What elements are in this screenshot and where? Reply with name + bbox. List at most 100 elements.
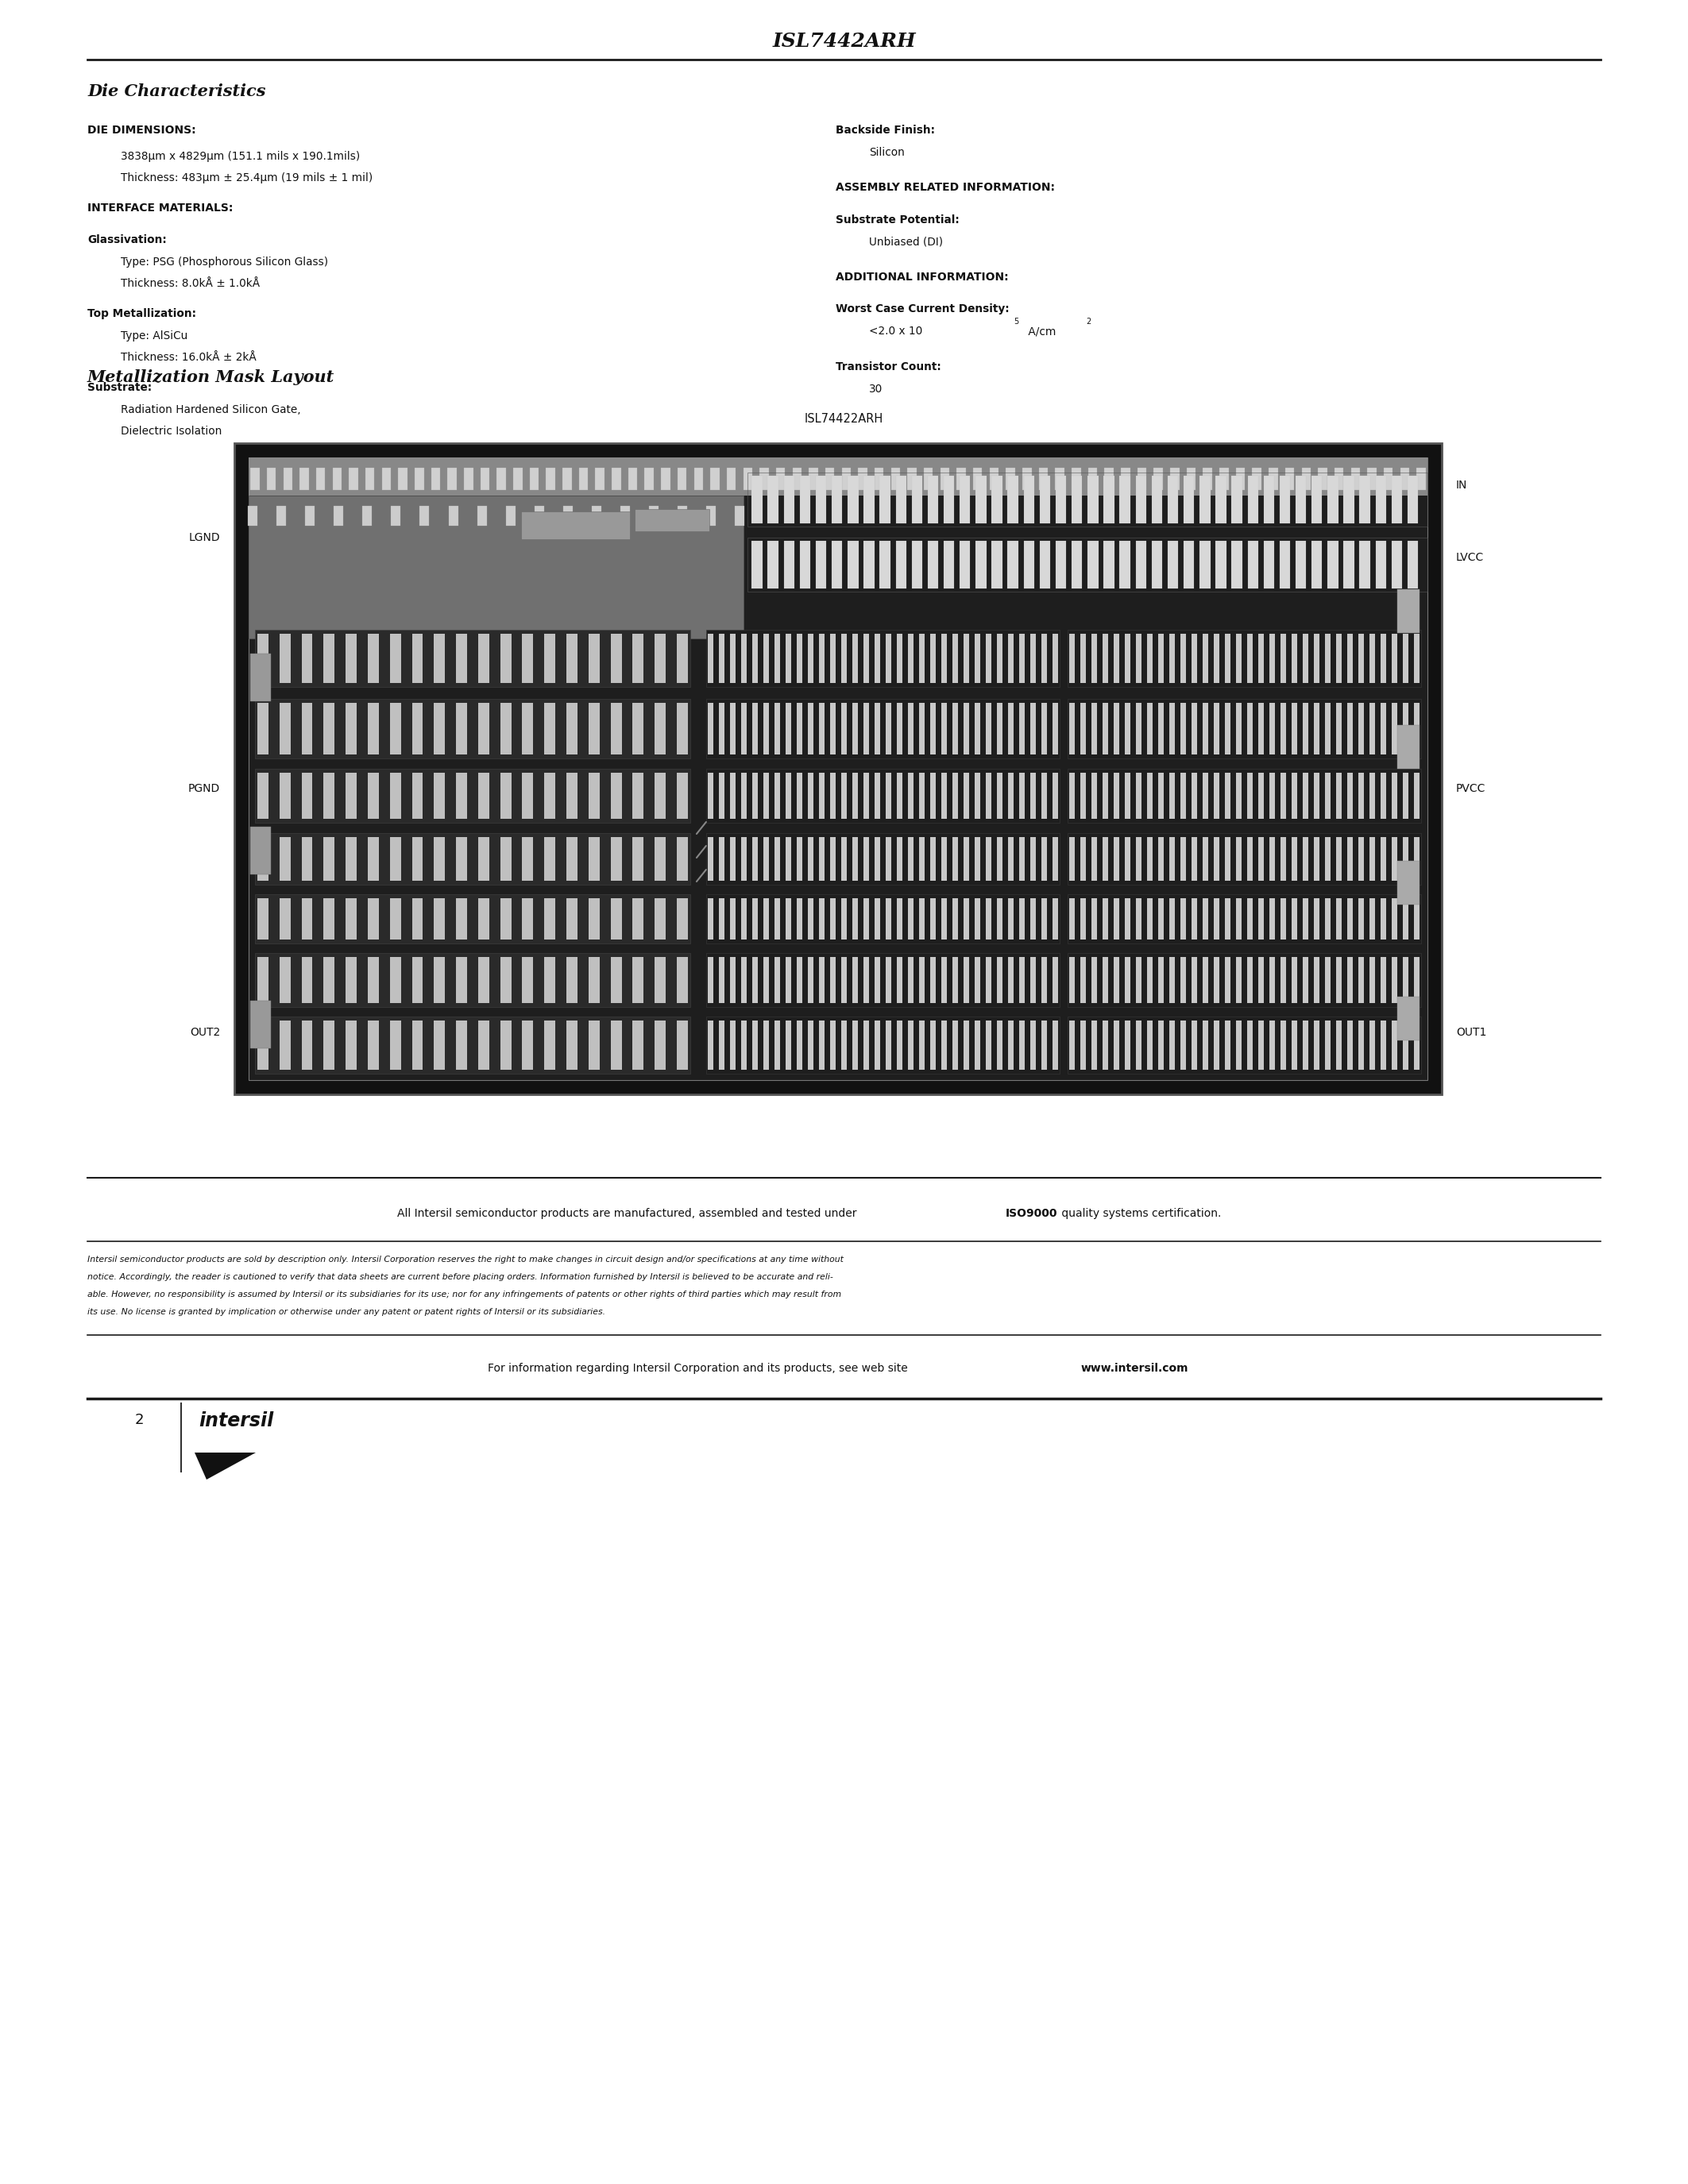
Bar	[1008, 957, 1013, 1002]
Bar	[964, 957, 969, 1002]
Bar	[1136, 836, 1141, 880]
Bar	[677, 633, 687, 684]
Bar	[1180, 898, 1187, 939]
Bar	[991, 476, 1003, 524]
Bar	[763, 633, 768, 684]
Bar	[707, 1020, 714, 1070]
Bar	[986, 773, 991, 819]
Bar	[1359, 633, 1364, 684]
Bar	[1236, 467, 1246, 489]
Bar	[248, 496, 744, 638]
Bar	[1281, 633, 1286, 684]
Bar	[324, 633, 334, 684]
Bar	[1020, 1020, 1025, 1070]
Bar	[1192, 898, 1197, 939]
Bar	[1214, 836, 1219, 880]
Bar	[830, 898, 836, 939]
Bar	[1151, 476, 1163, 524]
Bar	[530, 467, 538, 489]
Bar	[874, 1020, 879, 1070]
Bar	[886, 773, 891, 819]
Bar	[918, 957, 925, 1002]
Bar	[621, 507, 630, 526]
Text: For information regarding Intersil Corporation and its products, see web site: For information regarding Intersil Corpo…	[488, 1363, 915, 1374]
Bar	[1158, 898, 1163, 939]
Bar	[1225, 633, 1231, 684]
Bar	[729, 703, 736, 753]
Bar	[1359, 836, 1364, 880]
Bar	[248, 456, 1428, 496]
Bar	[1403, 898, 1408, 939]
Bar	[841, 836, 847, 880]
Bar	[1381, 1020, 1386, 1070]
Bar	[1030, 898, 1036, 939]
Bar	[1089, 467, 1097, 489]
Bar	[1030, 1020, 1036, 1070]
Bar	[1384, 467, 1393, 489]
Bar	[1180, 633, 1187, 684]
Bar	[302, 633, 312, 684]
Bar	[655, 1020, 665, 1070]
Bar	[1202, 898, 1209, 939]
Bar	[1236, 703, 1242, 753]
Bar	[611, 836, 621, 880]
Bar	[1158, 773, 1163, 819]
Bar	[280, 703, 290, 753]
Bar	[908, 467, 917, 489]
Text: Substrate Potential:: Substrate Potential:	[836, 214, 959, 225]
Bar	[930, 836, 935, 880]
Bar	[1104, 542, 1114, 587]
Bar	[1202, 957, 1209, 1002]
Bar	[257, 957, 268, 1002]
Bar	[567, 773, 577, 819]
Bar	[1347, 633, 1352, 684]
Bar	[1225, 1020, 1231, 1070]
Bar	[1008, 836, 1013, 880]
Bar	[677, 957, 687, 1002]
Bar	[1347, 773, 1352, 819]
Bar	[815, 476, 827, 524]
Bar	[302, 703, 312, 753]
Bar	[1092, 773, 1097, 819]
Bar	[250, 828, 270, 874]
Bar	[1136, 957, 1141, 1002]
Bar	[1040, 542, 1050, 587]
Bar	[1325, 703, 1330, 753]
Bar	[874, 836, 879, 880]
Bar	[741, 773, 746, 819]
Bar	[633, 836, 643, 880]
Bar	[819, 957, 824, 1002]
Text: OUT1: OUT1	[1457, 1026, 1487, 1037]
Bar	[1391, 476, 1403, 524]
Bar	[1008, 633, 1013, 684]
Bar	[741, 957, 746, 1002]
Bar	[797, 957, 802, 1002]
Bar	[896, 957, 903, 1002]
Bar	[998, 957, 1003, 1002]
Bar	[1225, 773, 1231, 819]
Bar	[412, 957, 424, 1002]
Text: <2.0 x 10: <2.0 x 10	[869, 325, 922, 336]
Bar	[628, 467, 638, 489]
Bar	[986, 836, 991, 880]
Bar	[1415, 773, 1420, 819]
Bar	[1325, 1020, 1330, 1070]
Bar	[1114, 633, 1119, 684]
Bar	[830, 1020, 836, 1070]
Bar	[1337, 773, 1342, 819]
Bar	[368, 957, 378, 1002]
Bar	[1232, 542, 1242, 587]
Bar	[908, 703, 913, 753]
Bar	[589, 1020, 599, 1070]
Bar	[800, 476, 810, 524]
Bar	[645, 467, 653, 489]
Bar	[255, 1016, 690, 1075]
Bar	[1119, 476, 1131, 524]
Bar	[1087, 542, 1099, 587]
Bar	[918, 633, 925, 684]
Bar	[1067, 952, 1421, 1007]
Text: Transistor Count:: Transistor Count:	[836, 360, 940, 371]
Bar	[1102, 836, 1107, 880]
Bar	[1236, 633, 1242, 684]
Bar	[1391, 773, 1398, 819]
